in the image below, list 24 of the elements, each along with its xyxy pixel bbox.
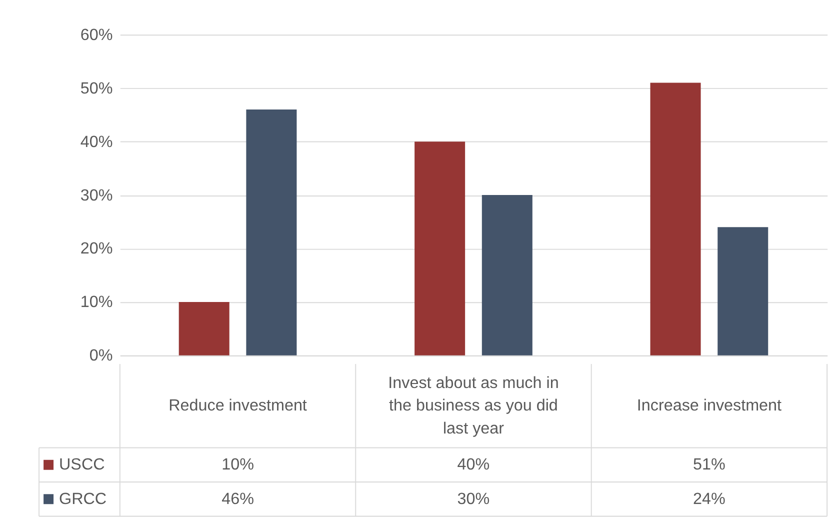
x-tick-label: Reduce investment	[168, 396, 308, 415]
legend-label: GRCC	[59, 490, 107, 508]
y-tick-label: 20%	[80, 240, 113, 258]
bar	[482, 195, 532, 356]
data-label: 40%	[457, 456, 490, 474]
y-tick-label: 40%	[80, 132, 113, 151]
bar	[414, 142, 466, 356]
bar	[246, 110, 297, 356]
data-label: 10%	[222, 456, 254, 474]
legend-label: USCC	[59, 456, 106, 474]
data-label: 46%	[222, 490, 254, 508]
data-label: 24%	[693, 490, 726, 508]
y-tick-label: 50%	[80, 79, 113, 98]
bar	[650, 82, 701, 356]
y-tick-label: 0%	[89, 346, 113, 365]
data-label: 30%	[457, 490, 490, 508]
y-tick-label: 60%	[80, 26, 113, 44]
x-tick-label: Increase investment	[636, 396, 782, 415]
y-tick-label: 10%	[80, 293, 113, 312]
y-tick-label: 30%	[80, 186, 113, 204]
data-label: 51%	[693, 456, 726, 474]
x-tick-label: Invest about as much in the business as you did last year	[388, 374, 559, 438]
bar	[178, 302, 230, 356]
bar	[718, 227, 768, 356]
